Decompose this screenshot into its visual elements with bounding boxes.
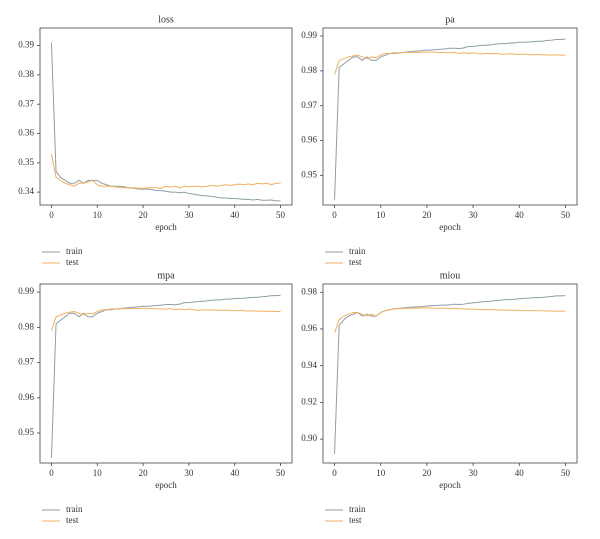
y-tick-label: 0.97 bbox=[301, 100, 317, 110]
x-tick-label: 30 bbox=[469, 210, 479, 220]
plot-frame bbox=[39, 27, 293, 206]
y-tick-label: 0.98 bbox=[301, 65, 317, 75]
y-tick-label: 0.96 bbox=[301, 135, 317, 145]
x-tick-label: 20 bbox=[139, 210, 149, 220]
data-line bbox=[50, 153, 281, 189]
x-axis-label: epoch bbox=[439, 480, 461, 490]
y-tick-label: 0.99 bbox=[301, 30, 317, 40]
data-line bbox=[50, 42, 281, 202]
legend-label: test bbox=[349, 515, 362, 525]
x-tick-label: 20 bbox=[139, 468, 149, 478]
y-tick-label: 0.35 bbox=[18, 157, 34, 167]
chart-title: pa bbox=[445, 14, 455, 25]
legend-label: train bbox=[349, 504, 366, 514]
x-tick-label: 40 bbox=[230, 210, 240, 220]
x-tick-label: 40 bbox=[230, 468, 240, 478]
x-tick-label: 10 bbox=[93, 468, 103, 478]
y-tick-label: 0.98 bbox=[18, 321, 34, 331]
y-tick-label: 0.34 bbox=[18, 186, 34, 196]
x-tick-label: 0 bbox=[332, 468, 337, 478]
legend-label: train bbox=[349, 246, 366, 256]
plot-frame bbox=[322, 27, 578, 206]
legend-label: test bbox=[66, 257, 79, 267]
data-line bbox=[50, 307, 281, 332]
x-tick-label: 30 bbox=[184, 210, 194, 220]
x-tick-label: 10 bbox=[376, 468, 386, 478]
x-tick-label: 20 bbox=[422, 210, 432, 220]
x-axis-label: epoch bbox=[155, 222, 177, 232]
x-tick-label: 0 bbox=[49, 468, 54, 478]
x-tick-label: 40 bbox=[515, 468, 525, 478]
x-tick-label: 0 bbox=[49, 210, 54, 220]
y-tick-label: 0.39 bbox=[18, 40, 34, 50]
y-tick-label: 0.95 bbox=[301, 169, 317, 179]
y-tick-label: 0.37 bbox=[18, 98, 34, 108]
x-tick-label: 0 bbox=[332, 210, 337, 220]
data-line bbox=[334, 295, 566, 454]
x-tick-label: 10 bbox=[93, 210, 103, 220]
x-tick-label: 40 bbox=[515, 210, 525, 220]
y-tick-label: 0.90 bbox=[301, 433, 317, 443]
x-tick-label: 50 bbox=[276, 210, 286, 220]
y-tick-label: 0.97 bbox=[18, 357, 34, 367]
chart-title: miou bbox=[440, 270, 461, 281]
y-tick-label: 0.92 bbox=[301, 396, 317, 406]
chart-title: mpa bbox=[157, 270, 175, 281]
data-line bbox=[50, 294, 281, 458]
y-tick-label: 0.96 bbox=[301, 323, 317, 333]
legend-label: test bbox=[349, 257, 362, 267]
chart-title: loss bbox=[158, 14, 174, 25]
y-tick-label: 0.99 bbox=[18, 286, 34, 296]
y-tick-label: 0.95 bbox=[18, 427, 34, 437]
legend-label: test bbox=[66, 515, 79, 525]
y-tick-label: 0.98 bbox=[301, 286, 317, 296]
plot-frame bbox=[39, 283, 293, 464]
plot-frame bbox=[322, 283, 578, 464]
x-tick-label: 10 bbox=[376, 210, 386, 220]
legend-label: train bbox=[66, 246, 83, 256]
x-axis-label: epoch bbox=[155, 480, 177, 490]
data-line bbox=[334, 51, 566, 75]
y-tick-label: 0.36 bbox=[18, 128, 34, 138]
data-line bbox=[334, 38, 566, 200]
x-tick-label: 30 bbox=[469, 468, 479, 478]
x-axis-label: epoch bbox=[439, 222, 461, 232]
x-tick-label: 50 bbox=[276, 468, 286, 478]
y-tick-label: 0.38 bbox=[18, 69, 34, 79]
x-tick-label: 50 bbox=[561, 468, 571, 478]
data-line bbox=[334, 307, 566, 333]
legend-label: train bbox=[66, 504, 83, 514]
x-tick-label: 30 bbox=[184, 468, 194, 478]
y-tick-label: 0.96 bbox=[18, 392, 34, 402]
y-tick-label: 0.94 bbox=[301, 360, 317, 370]
x-tick-label: 50 bbox=[561, 210, 571, 220]
x-tick-label: 20 bbox=[422, 468, 432, 478]
